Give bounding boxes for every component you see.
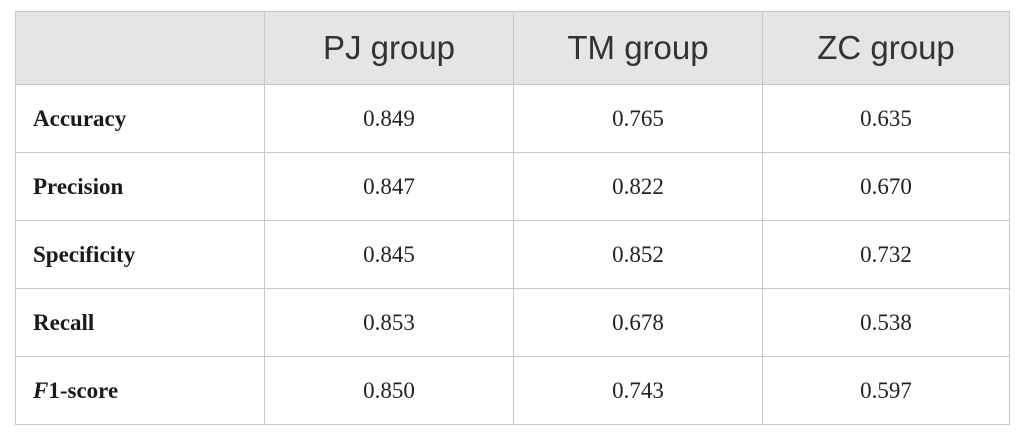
cell-specificity-tm: 0.852 — [513, 220, 763, 289]
table-row-precision: Precision 0.847 0.822 0.670 — [15, 152, 1010, 221]
table-row-recall: Recall 0.853 0.678 0.538 — [15, 288, 1010, 357]
cell-precision-tm: 0.822 — [513, 152, 763, 221]
cell-f1-score-zc: 0.597 — [762, 356, 1010, 425]
cell-f1-score-tm: 0.743 — [513, 356, 763, 425]
row-label-precision: Precision — [15, 152, 265, 221]
header-pj-group: PJ group — [264, 11, 514, 85]
cell-specificity-zc: 0.732 — [762, 220, 1010, 289]
row-label-f1-rest: 1-score — [48, 377, 119, 403]
cell-accuracy-zc: 0.635 — [762, 84, 1010, 153]
table-row-accuracy: Accuracy 0.849 0.765 0.635 — [15, 84, 1010, 153]
cell-specificity-pj: 0.845 — [264, 220, 514, 289]
row-label-f1-italic: F — [33, 377, 49, 403]
metrics-table: PJ group TM group ZC group Accuracy 0.84… — [15, 11, 1010, 425]
cell-accuracy-tm: 0.765 — [513, 84, 763, 153]
header-tm-group: TM group — [513, 11, 763, 85]
cell-recall-pj: 0.853 — [264, 288, 514, 357]
cell-precision-pj: 0.847 — [264, 152, 514, 221]
row-label-recall: Recall — [15, 288, 265, 357]
table-header-row: PJ group TM group ZC group — [15, 11, 1010, 85]
metrics-table-container: PJ group TM group ZC group Accuracy 0.84… — [15, 11, 1010, 425]
table-row-f1-score: F1-score 0.850 0.743 0.597 — [15, 356, 1010, 425]
cell-recall-tm: 0.678 — [513, 288, 763, 357]
row-label-specificity: Specificity — [15, 220, 265, 289]
cell-recall-zc: 0.538 — [762, 288, 1010, 357]
header-empty-cell — [15, 11, 265, 85]
cell-precision-zc: 0.670 — [762, 152, 1010, 221]
cell-f1-score-pj: 0.850 — [264, 356, 514, 425]
row-label-accuracy: Accuracy — [15, 84, 265, 153]
table-row-specificity: Specificity 0.845 0.852 0.732 — [15, 220, 1010, 289]
cell-accuracy-pj: 0.849 — [264, 84, 514, 153]
header-zc-group: ZC group — [762, 11, 1010, 85]
row-label-f1-score: F1-score — [15, 356, 265, 425]
